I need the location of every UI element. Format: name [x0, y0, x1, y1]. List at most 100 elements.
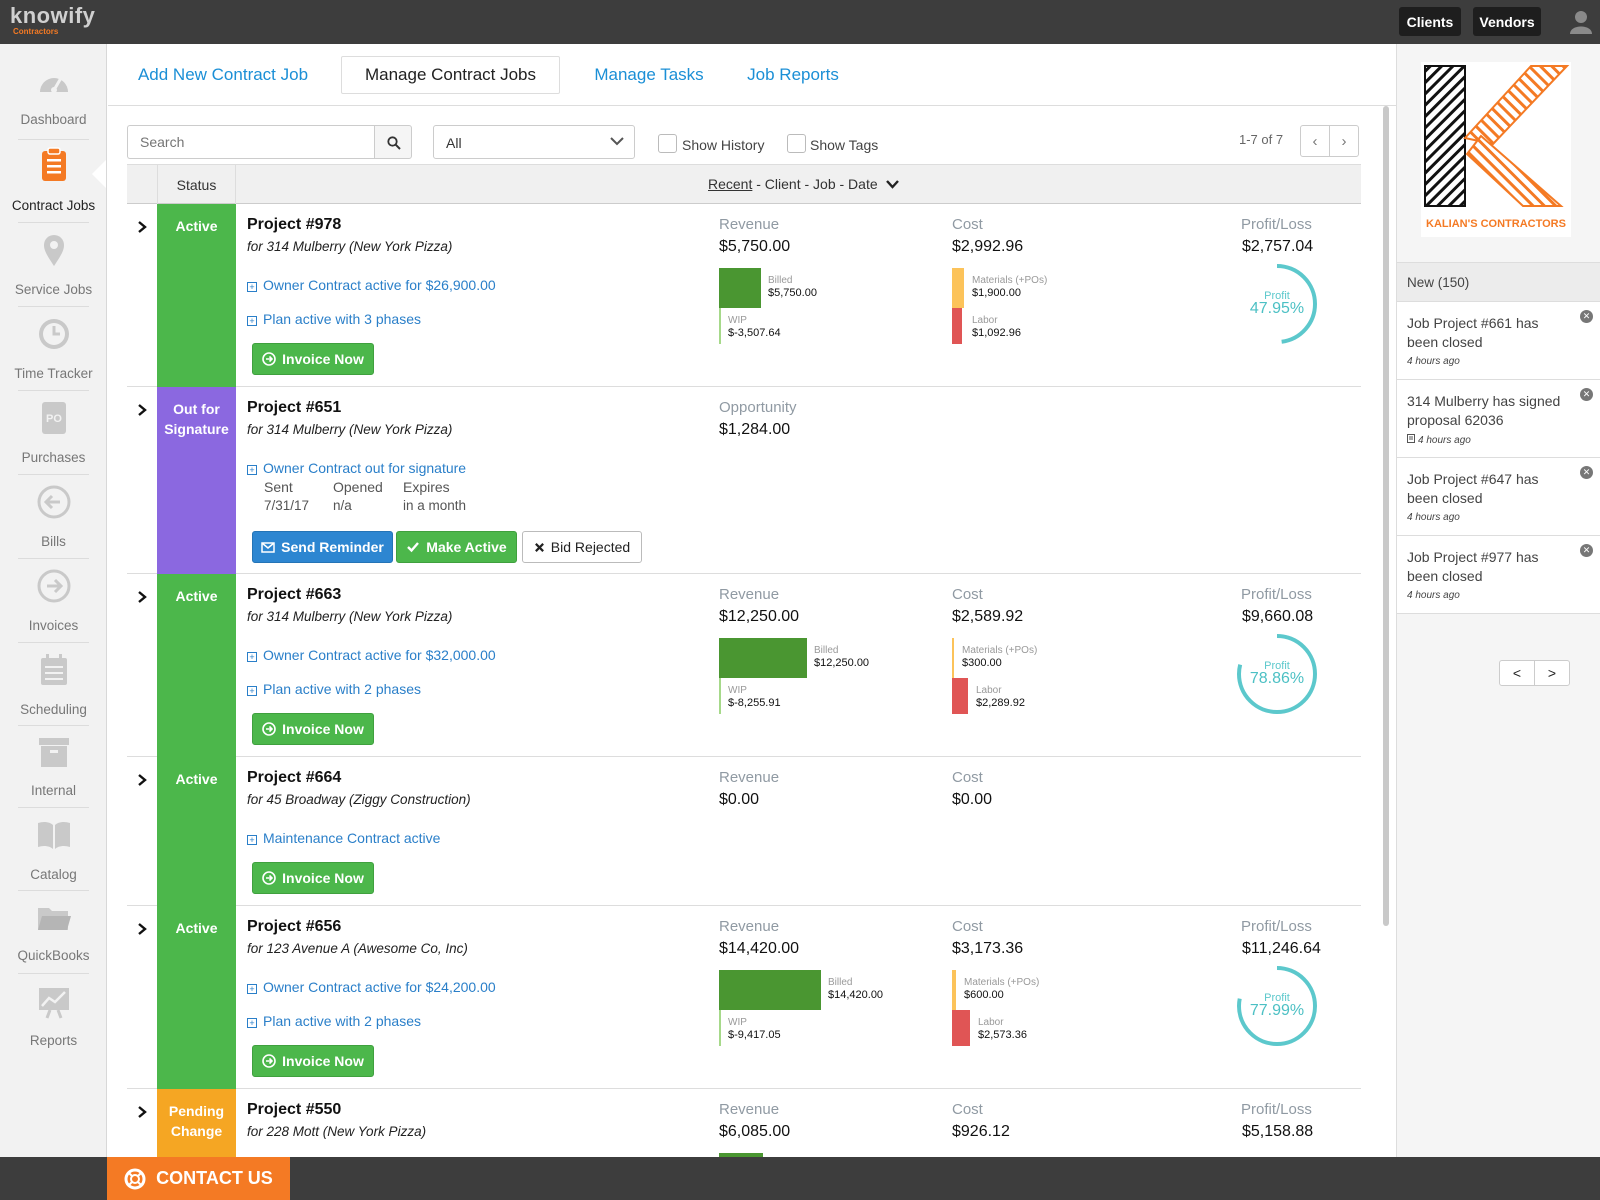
table-row[interactable]: Active Project #663 for 314 Mulberry (Ne… [127, 574, 1361, 757]
book-icon [38, 821, 70, 849]
sidebar-item-bills[interactable]: Bills [0, 484, 107, 554]
notification-item[interactable]: Job Project #661 has been closed 4 hours… [1397, 302, 1600, 380]
table-row[interactable]: Out for Signature Project #651 for 314 M… [127, 387, 1361, 574]
sidebar-item-reports[interactable]: Reports [0, 984, 107, 1054]
arrow-circle-icon [262, 1054, 276, 1068]
notification-item[interactable]: Job Project #977 has been closed 4 hours… [1397, 536, 1600, 614]
sort-control[interactable]: Recent - Client - Job - Date [708, 176, 899, 192]
scrollbar[interactable] [1383, 106, 1389, 926]
filter-select[interactable]: All [433, 125, 635, 159]
revenue-label: Revenue [719, 769, 780, 786]
right-panel: KALIAN'S CONTRACTORS New (150) Job Proje… [1396, 44, 1600, 1157]
contact-us-button[interactable]: CONTACT US [107, 1157, 290, 1200]
project-title[interactable]: Project #651 [247, 399, 342, 416]
arrow-circle-icon [262, 871, 276, 885]
search-input[interactable] [127, 125, 374, 159]
tab-add-new-contract-job[interactable]: Add New Contract Job [137, 65, 309, 84]
project-title[interactable]: Project #550 [247, 1101, 342, 1118]
bid-rejected-button[interactable]: Bid Rejected [522, 531, 642, 563]
labor-label: Labor [976, 685, 1002, 696]
invoice-now-button[interactable]: Invoice Now [252, 1045, 374, 1077]
make-active-button[interactable]: Make Active [396, 531, 517, 563]
contract-link[interactable]: + Owner Contract active for $24,200.00 [247, 979, 496, 995]
table-row[interactable]: Active Project #664 for 45 Broadway (Zig… [127, 757, 1361, 906]
cost-value: $2,589.92 [952, 608, 1024, 625]
sidebar-item-quickbooks[interactable]: QuickBooks [0, 900, 107, 970]
knowify-logo[interactable]: knowify Contractors [10, 5, 95, 37]
show-tags-checkbox[interactable] [787, 134, 806, 153]
table-row[interactable]: Active Project #978 for 314 Mulberry (Ne… [127, 204, 1361, 387]
plan-link[interactable]: + Plan active with 2 phases [247, 1013, 421, 1029]
profit-percent: 47.95% [1249, 300, 1305, 317]
close-icon[interactable]: ✕ [1580, 388, 1593, 401]
tab-job-reports[interactable]: Job Reports [747, 65, 839, 84]
tab-manage-contract-jobs[interactable]: Manage Contract Jobs [341, 56, 560, 94]
invoice-now-button[interactable]: Invoice Now [252, 862, 374, 894]
clients-button[interactable]: Clients [1399, 7, 1461, 36]
sidebar-item-contract-jobs[interactable]: Contract Jobs [0, 147, 107, 217]
billed-bar [719, 970, 821, 1010]
close-icon[interactable]: ✕ [1580, 310, 1593, 323]
chevron-right-icon[interactable] [137, 403, 147, 417]
contract-link[interactable]: + Owner Contract active for $32,000.00 [247, 647, 496, 663]
sidebar-item-dashboard[interactable]: Dashboard [0, 64, 107, 130]
sidebar-item-time-tracker[interactable]: Time Tracker [0, 316, 107, 386]
project-title[interactable]: Project #664 [247, 769, 342, 786]
contract-link[interactable]: + Owner Contract active for $26,900.00 [247, 277, 496, 293]
chevron-right-icon[interactable] [137, 590, 147, 604]
search-button[interactable] [374, 125, 412, 159]
user-icon[interactable] [1570, 10, 1592, 34]
send-reminder-button[interactable]: Send Reminder [252, 531, 393, 563]
invoice-now-button[interactable]: Invoice Now [252, 713, 374, 745]
sort-recent[interactable]: Recent [708, 176, 753, 192]
wip-label: WIP [728, 1017, 747, 1028]
vendors-button[interactable]: Vendors [1473, 7, 1541, 36]
chevron-right-icon[interactable] [137, 220, 147, 234]
close-icon[interactable]: ✕ [1580, 544, 1593, 557]
revenue-value: $6,085.00 [719, 1123, 791, 1140]
project-title[interactable]: Project #656 [247, 918, 342, 935]
sidebar-item-invoices[interactable]: Invoices [0, 568, 107, 638]
profit-percent: 78.86% [1249, 670, 1305, 687]
plan-link[interactable]: + Plan active with 3 phases [247, 311, 421, 327]
sidebar-item-label: Catalog [30, 867, 77, 882]
chevron-right-icon[interactable] [137, 1105, 147, 1119]
sidebar-item-scheduling[interactable]: Scheduling [0, 652, 107, 722]
profit-loss-label: Profit/Loss [1241, 918, 1312, 935]
sort-options[interactable]: - Client - Job - Date [752, 176, 878, 192]
opened-label: Opened [333, 479, 383, 495]
billed-bar [719, 268, 761, 308]
pager-prev-button[interactable]: ‹ [1300, 125, 1330, 157]
notification-item[interactable]: 314 Mulberry has signed proposal 62036 4… [1397, 380, 1600, 458]
sidebar-item-label: Dashboard [20, 112, 87, 127]
notifications-prev-button[interactable]: < [1499, 660, 1535, 686]
notifications-header[interactable]: New (150) [1397, 262, 1600, 302]
notification-item[interactable]: Job Project #647 has been closed 4 hours… [1397, 458, 1600, 536]
contract-link[interactable]: + Owner Contract out for signature [247, 460, 466, 476]
sidebar-item-service-jobs[interactable]: Service Jobs [0, 232, 107, 302]
materials-value: $300.00 [962, 657, 1002, 669]
project-title[interactable]: Project #663 [247, 586, 342, 603]
table-row[interactable]: Pending Change Project #550 for 228 Mott… [127, 1089, 1361, 1157]
close-icon[interactable]: ✕ [1580, 466, 1593, 479]
project-title[interactable]: Project #978 [247, 216, 342, 233]
pager-next-button[interactable]: › [1329, 125, 1359, 157]
show-history-checkbox[interactable] [658, 134, 677, 153]
sidebar-item-label: Bills [41, 534, 66, 549]
archive-box-icon [39, 738, 69, 767]
chevron-down-icon [610, 137, 624, 146]
sidebar-item-catalog[interactable]: Catalog [0, 817, 107, 887]
sidebar-item-purchases[interactable]: PO Purchases [0, 400, 107, 470]
chevron-right-icon[interactable] [137, 773, 147, 787]
table-row[interactable]: Active Project #656 for 123 Avenue A (Aw… [127, 906, 1361, 1089]
logo-subtext: Contractors [13, 27, 59, 36]
chevron-right-icon[interactable] [137, 922, 147, 936]
notifications-next-button[interactable]: > [1534, 660, 1570, 686]
show-tags-label: Show Tags [810, 137, 879, 153]
contract-link[interactable]: + Maintenance Contract active [247, 830, 440, 846]
project-client: for 314 Mulberry (New York Pizza) [247, 422, 453, 437]
invoice-now-button[interactable]: Invoice Now [252, 343, 374, 375]
tab-manage-tasks[interactable]: Manage Tasks [594, 65, 704, 84]
plan-link[interactable]: + Plan active with 2 phases [247, 681, 421, 697]
sidebar-item-internal[interactable]: Internal [0, 734, 107, 804]
